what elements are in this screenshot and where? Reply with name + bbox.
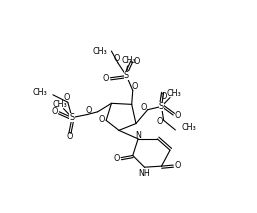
Text: O: O bbox=[114, 54, 120, 63]
Text: CH₃: CH₃ bbox=[167, 89, 182, 98]
Text: O: O bbox=[98, 115, 105, 124]
Text: CH₃: CH₃ bbox=[33, 88, 48, 97]
Text: O: O bbox=[131, 82, 138, 91]
Text: N: N bbox=[135, 131, 141, 140]
Text: CH₃: CH₃ bbox=[182, 123, 197, 132]
Text: O: O bbox=[141, 103, 147, 112]
Text: CH₃: CH₃ bbox=[52, 100, 67, 109]
Text: O: O bbox=[52, 107, 58, 116]
Text: S: S bbox=[159, 102, 164, 111]
Text: O: O bbox=[156, 117, 163, 126]
Text: O: O bbox=[160, 92, 167, 101]
Text: O: O bbox=[113, 154, 120, 163]
Text: O: O bbox=[66, 132, 72, 141]
Text: S: S bbox=[69, 113, 75, 122]
Text: O: O bbox=[175, 161, 181, 170]
Text: S: S bbox=[124, 71, 129, 80]
Text: O: O bbox=[86, 106, 92, 115]
Text: CH₃: CH₃ bbox=[92, 47, 107, 56]
Text: CH₃: CH₃ bbox=[121, 56, 136, 65]
Text: O: O bbox=[103, 74, 109, 83]
Text: O: O bbox=[63, 94, 70, 102]
Text: O: O bbox=[174, 111, 181, 119]
Text: NH: NH bbox=[139, 169, 150, 178]
Text: O: O bbox=[134, 57, 140, 66]
